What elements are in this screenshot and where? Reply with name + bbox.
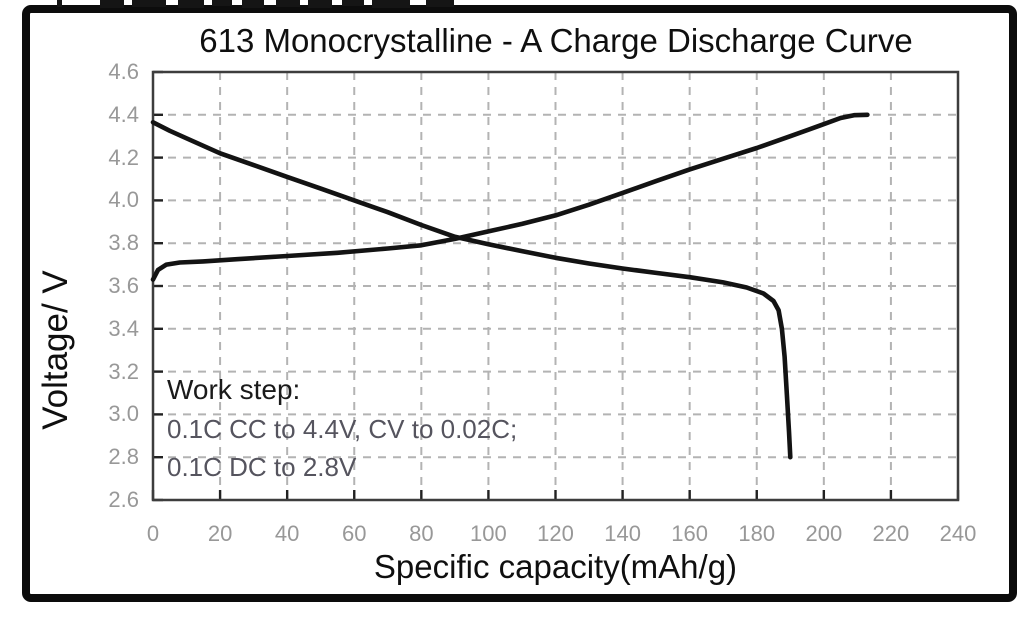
y-tick-label: 3.8 [108,230,139,256]
work-step-heading: Work step: [167,374,301,405]
charge-curve [150,112,870,282]
y-tick-label: 3.0 [108,401,139,427]
chart-title: 613 Monocrystalline - A Charge Discharge… [199,22,913,59]
y-tick-label: 4.4 [108,101,139,127]
work-step-line-2: 0.1C DC to 2.8V [167,452,357,482]
x-tick-label: 0 [146,521,160,546]
x-tick-label: 100 [470,521,507,546]
work-step-line-1: 0.1C CC to 4.4V, CV to 0.02C; [167,414,518,444]
x-tick-label: 40 [274,521,300,546]
y-axis-title: Voltage/ V [36,270,75,430]
y-tick-label: 2.6 [108,487,139,512]
discharge-curve [150,120,793,460]
y-tick-label: 4.2 [108,144,139,170]
x-tick-label: 160 [671,521,709,546]
x-tick-label: 60 [342,521,367,546]
x-tick-label: 80 [409,521,434,546]
y-tick-label: 4.6 [108,59,139,84]
x-tick-label: 200 [805,521,843,546]
work-step-annotation: Work step: 0.1C CC to 4.4V, CV to 0.02C;… [167,374,517,490]
x-tick-label: 220 [872,521,910,546]
y-tick-label: 3.6 [108,273,139,298]
clipped-text-fragments [57,0,454,8]
charge-discharge-curves [150,112,870,460]
y-tick-label: 3.2 [108,358,139,384]
y-tick-label: 2.8 [108,444,139,470]
plot-frame [151,70,960,502]
x-tick-label: 240 [939,521,977,546]
outer-border-frame [22,5,1017,602]
x-tick-label: 20 [207,521,233,546]
y-tick-label: 3.4 [108,315,139,341]
x-tick-label: 180 [738,521,776,546]
x-axis-title: Specific capacity(mAh/g) [373,548,738,585]
gridlines [153,72,958,500]
y-tick-label: 4.0 [108,187,139,213]
x-tick-label: 140 [604,521,641,546]
x-tick-label: 120 [537,521,574,546]
